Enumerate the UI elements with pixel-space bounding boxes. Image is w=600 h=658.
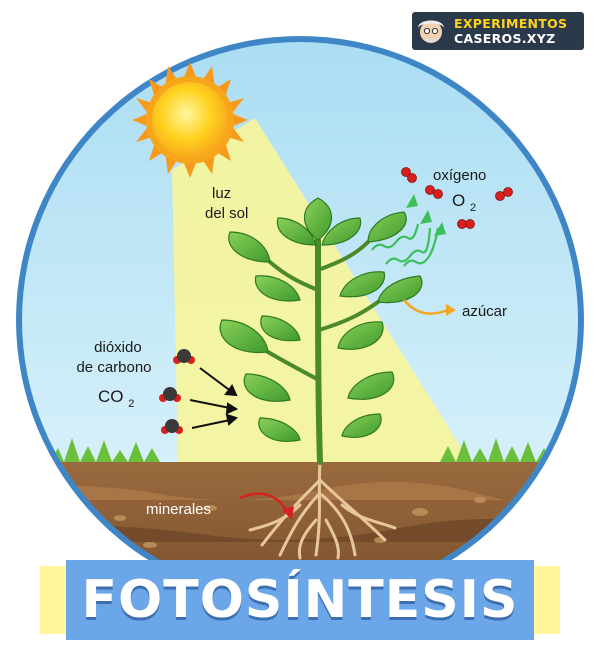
minerals-arrowhead: [282, 506, 294, 520]
minerals-label: minerales: [146, 501, 211, 518]
co2-label-line2: de carbono: [76, 359, 151, 376]
plant-roots: [248, 460, 397, 560]
title-banner: FOTOSÍNTESIS: [40, 560, 560, 640]
banner-title: FOTOSÍNTESIS: [81, 570, 519, 630]
co2-molecules: [159, 349, 195, 434]
scientist-face-icon: [418, 20, 444, 43]
co2-symbol: CO: [98, 387, 124, 406]
o2-symbol: O: [452, 191, 465, 210]
o2-formula: O 2: [452, 191, 476, 214]
sunlight-label-line2: del sol: [205, 205, 248, 222]
sugar-arrow: [403, 299, 449, 315]
plant-stem: [266, 237, 380, 465]
sugar-arrowhead: [446, 304, 456, 316]
co2-subscript: 2: [128, 398, 134, 410]
soil-layer: [22, 518, 578, 542]
oxygen-release-arrows: [371, 223, 440, 267]
oxygen-molecules: [401, 167, 513, 229]
logo-line1: EXPERIMENTOS: [454, 16, 568, 31]
co2-formula: CO 2: [98, 387, 134, 410]
o2-subscript: 2: [470, 202, 476, 214]
site-logo[interactable]: EXPERIMENTOS CASEROS.XYZ: [412, 12, 584, 50]
sugar-label: azúcar: [462, 303, 507, 320]
sunlight-label: luz del sol: [205, 185, 248, 222]
co2-label-line1: dióxido: [94, 339, 142, 356]
soil-layer: [22, 481, 578, 504]
sunlight-label-line1: luz: [212, 185, 231, 202]
logo-line2: CASEROS.XYZ: [454, 31, 556, 46]
oxygen-label: oxígeno: [433, 167, 486, 184]
banner-main: FOTOSÍNTESIS: [66, 560, 534, 640]
co2-arrows: [189, 367, 239, 429]
co2-label: dióxido de carbono: [76, 339, 151, 376]
oxygen-arrowheads: [406, 194, 446, 236]
plant-leaves: [219, 197, 423, 442]
sun-icon: [132, 62, 248, 178]
